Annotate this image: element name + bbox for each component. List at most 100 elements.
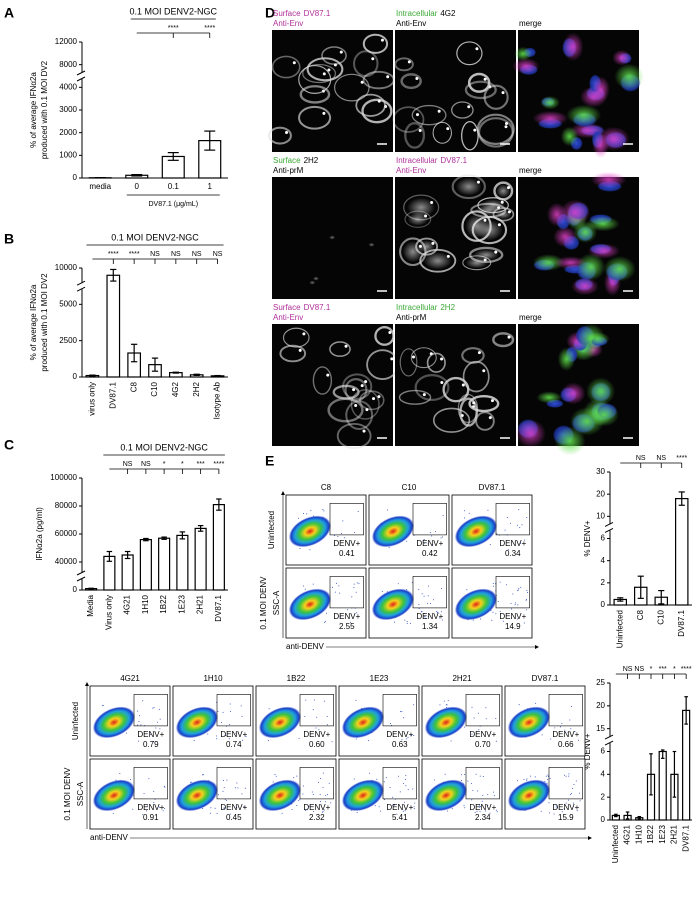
- membrane: [432, 407, 471, 433]
- event: [450, 740, 452, 742]
- event: [464, 774, 466, 776]
- event: [570, 792, 572, 794]
- y-tick-label: 10000: [55, 263, 78, 272]
- event: [309, 549, 311, 551]
- membrane: [399, 348, 418, 377]
- row-label: 0.1 MOI DENV: [259, 576, 268, 630]
- image-caption: Anti-prM: [273, 166, 304, 175]
- event: [330, 802, 332, 804]
- significance-label: ****: [676, 455, 687, 462]
- image-caption: Surface 2H2: [273, 156, 319, 165]
- caption-part: merge: [519, 313, 542, 322]
- event: [210, 807, 212, 809]
- event: [437, 612, 439, 614]
- membrane: [483, 84, 509, 110]
- event: [413, 808, 415, 810]
- micrograph: [515, 323, 639, 456]
- flow-plot: DENV+0.60: [255, 685, 337, 757]
- membrane: [268, 126, 292, 145]
- punctum: [360, 384, 364, 388]
- event: [517, 604, 519, 606]
- micrograph: [395, 324, 516, 446]
- membrane: [298, 105, 332, 130]
- event: [193, 739, 195, 741]
- caption-part: Intracellular: [396, 9, 438, 18]
- event: [564, 774, 566, 776]
- event: [324, 801, 326, 803]
- event: [497, 601, 499, 603]
- event: [523, 779, 525, 781]
- flow-plot: DENV+0.74: [172, 685, 254, 757]
- x-tick-label: 4G21: [623, 824, 632, 844]
- caption-part: 2H2: [304, 156, 319, 165]
- stain: [407, 197, 436, 218]
- gate: [495, 503, 530, 536]
- gate-value: 5.41: [392, 813, 408, 822]
- punctum: [327, 68, 331, 72]
- event: [190, 782, 192, 784]
- event: [325, 795, 327, 797]
- event: [291, 809, 293, 811]
- x-tick-label: 0: [135, 182, 140, 191]
- gate: [133, 767, 168, 800]
- membrane: [399, 237, 427, 267]
- punctum: [446, 254, 450, 258]
- caption-part: Surface: [273, 9, 301, 18]
- x-tick-label: Uninfected: [615, 610, 624, 648]
- punctum: [298, 348, 302, 352]
- density: [258, 779, 302, 812]
- event: [321, 811, 323, 813]
- panel-label: E: [265, 453, 274, 469]
- column-label: C8: [321, 483, 332, 492]
- event: [355, 699, 357, 701]
- bar: [106, 274, 121, 378]
- caption-part: 2H2: [440, 303, 455, 312]
- punctum: [431, 241, 435, 245]
- density: [341, 779, 385, 812]
- event: [526, 609, 528, 611]
- punctum: [475, 47, 479, 51]
- event: [225, 734, 227, 736]
- event: [433, 779, 435, 781]
- event: [315, 727, 317, 729]
- punctum: [430, 201, 434, 205]
- gate: [548, 767, 583, 800]
- punctum: [507, 186, 511, 190]
- event: [502, 620, 504, 622]
- caption-part: DV87.1: [440, 156, 467, 165]
- punctum: [412, 355, 416, 359]
- event: [229, 703, 231, 705]
- punctum: [390, 357, 394, 361]
- gate: [382, 694, 417, 727]
- membrane: [279, 344, 307, 363]
- event: [518, 589, 520, 591]
- gate-label: DENV+: [552, 803, 579, 812]
- y-tick-label: 25: [596, 678, 605, 687]
- event: [209, 812, 211, 814]
- event: [427, 615, 429, 617]
- y-tick-label: 0: [73, 585, 78, 594]
- event: [535, 702, 537, 704]
- gate-value: 0.42: [422, 549, 438, 558]
- significance-label: *: [650, 666, 653, 673]
- y-tick-label: 6: [601, 747, 606, 756]
- significance-label: *: [673, 666, 676, 673]
- event: [423, 539, 425, 541]
- event: [493, 795, 495, 797]
- membrane: [492, 207, 515, 222]
- event: [474, 811, 476, 813]
- event: [425, 617, 427, 619]
- y-tick-label: 15: [596, 724, 605, 733]
- gate-value: 14.9: [505, 622, 521, 631]
- error-bar: [143, 537, 149, 542]
- event: [413, 806, 415, 808]
- gate-label: DENV+: [386, 803, 413, 812]
- event: [157, 721, 159, 723]
- punctum: [483, 218, 487, 222]
- event: [530, 775, 532, 777]
- event: [334, 591, 336, 593]
- membrane: [398, 389, 432, 405]
- event: [235, 732, 237, 734]
- membrane: [468, 395, 500, 413]
- event: [520, 586, 522, 588]
